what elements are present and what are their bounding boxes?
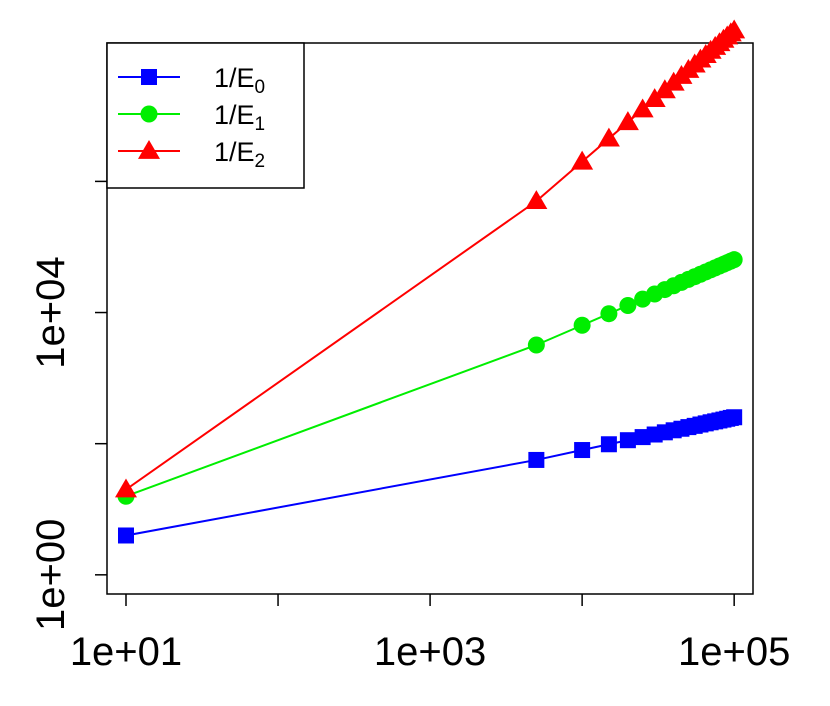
data-point [574,442,591,459]
data-point [631,98,654,118]
y-tick-label: 1e+00 [29,519,73,631]
data-point [726,409,743,426]
legend-item: 1/E2 [118,137,265,172]
legend: 1/E01/E11/E2 [106,42,305,189]
data-point [525,190,548,210]
data-point [117,527,134,544]
data-point [725,251,743,269]
y-tick-label: 1e+04 [29,256,73,368]
x-tick-label: 1e+05 [678,630,790,674]
series-square [117,409,743,544]
data-point [573,316,591,334]
legend-marker [138,140,160,159]
data-point [723,19,746,39]
legend-marker [141,69,157,85]
x-tick-label: 1e+03 [374,630,486,674]
data-point [571,150,594,170]
data-point [600,305,618,323]
data-point [527,336,545,354]
x-tick-label: 1e+01 [70,630,182,674]
data-point [616,111,639,131]
data-point [634,429,651,446]
data-point [619,432,636,449]
legend-marker [140,105,158,123]
data-point [600,436,617,453]
legend-label: 1/E1 [214,100,265,135]
data-point [597,127,620,147]
legend-item: 1/E1 [118,100,265,135]
data-point [619,297,637,315]
series-triangle [114,19,746,498]
data-point [528,451,545,468]
legend-label: 1/E2 [214,137,265,172]
series-layer [114,19,746,544]
legend-box [106,42,305,189]
axes: 1e+01 1e+03 1e+05 1e+00 1e+04 [29,180,790,674]
legend-label: 1/E0 [214,63,265,98]
data-point [114,478,137,498]
series-circle [117,251,743,505]
legend-item: 1/E0 [118,63,265,98]
